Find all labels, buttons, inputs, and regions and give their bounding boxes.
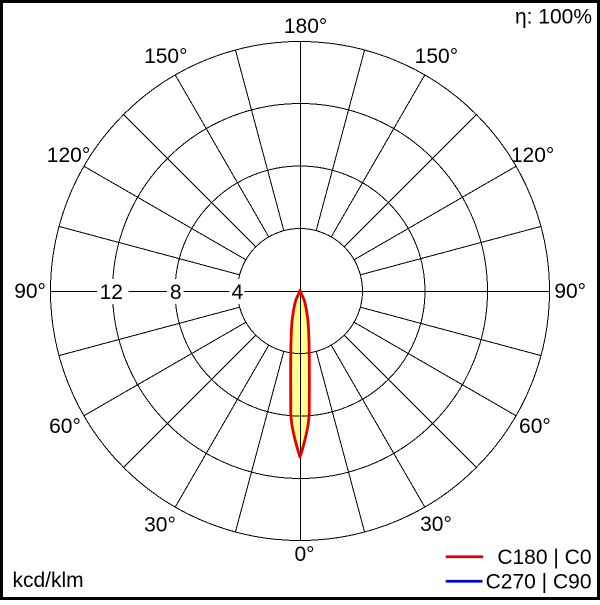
svg-text:12: 12: [100, 281, 123, 304]
svg-text:kcd/klm: kcd/klm: [13, 569, 84, 592]
svg-text:90°: 90°: [14, 280, 46, 303]
svg-text:90°: 90°: [554, 280, 586, 303]
svg-text:30°: 30°: [420, 513, 452, 536]
svg-text:120°: 120°: [47, 144, 90, 167]
svg-text:180°: 180°: [284, 15, 327, 38]
svg-text:120°: 120°: [511, 144, 554, 167]
svg-text:8: 8: [170, 281, 182, 304]
svg-text:150°: 150°: [415, 45, 458, 68]
svg-text:4: 4: [231, 281, 243, 304]
svg-text:30°: 30°: [144, 514, 176, 537]
svg-text:C180 | C0: C180 | C0: [497, 546, 591, 569]
svg-text:150°: 150°: [144, 45, 187, 68]
svg-text:C270 | C90: C270 | C90: [486, 571, 592, 594]
svg-text:60°: 60°: [49, 415, 81, 438]
svg-text:η: 100%: η: 100%: [515, 6, 592, 29]
svg-text:0°: 0°: [294, 543, 314, 566]
svg-text:60°: 60°: [519, 415, 551, 438]
